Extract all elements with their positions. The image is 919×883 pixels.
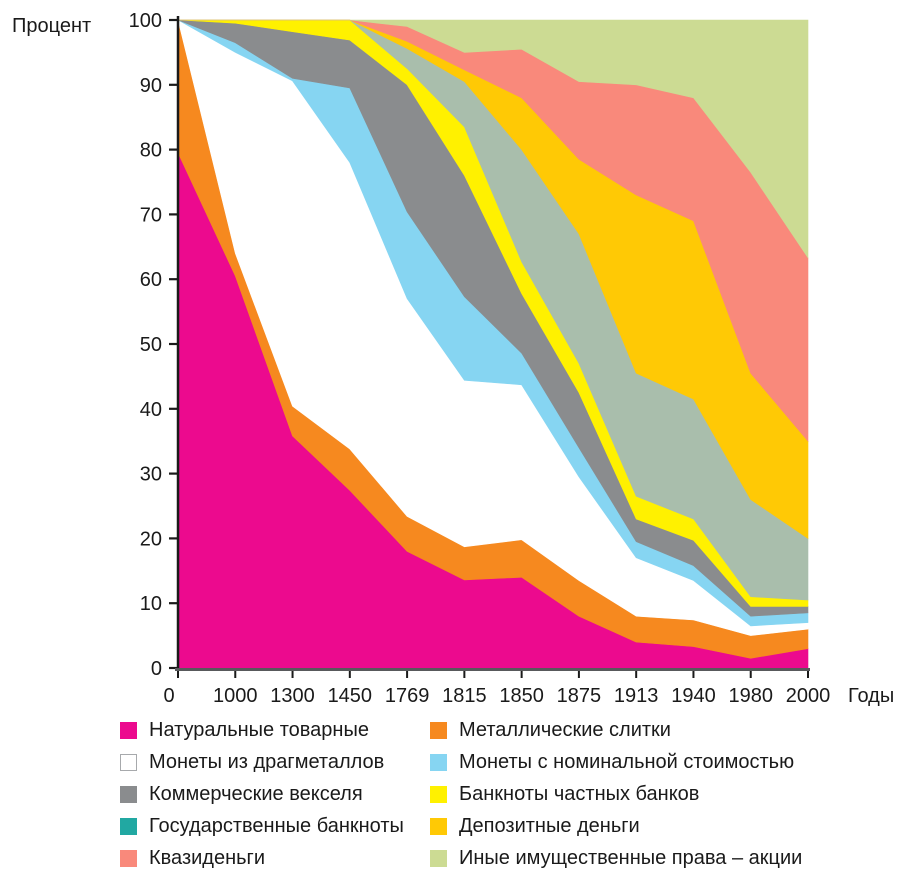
legend-item: Государственные банкноты — [120, 810, 404, 842]
legend-swatch — [430, 849, 447, 867]
x-axis-tick-label: 1300 — [270, 685, 315, 707]
legend-label: Металлические слитки — [459, 718, 671, 741]
legend-column-right: Металлические слитки Монеты с номинальной… — [430, 714, 802, 874]
y-axis-tick-label: 0 — [151, 658, 162, 680]
y-axis-tick-label: 20 — [140, 528, 162, 550]
legend-item: Иные имущественные права – акции — [430, 842, 802, 874]
y-axis-tick-label: 10 — [140, 593, 162, 615]
legend-label: Натуральные товарные — [149, 718, 369, 741]
legend-swatch — [120, 849, 137, 867]
x-axis-tick-label: 1769 — [385, 685, 430, 707]
legend-item: Натуральные товарные — [120, 714, 404, 746]
legend-item: Монеты с номинальной стоимостью — [430, 746, 802, 778]
legend-swatch — [430, 785, 447, 803]
legend-swatch — [430, 721, 447, 739]
legend-label: Монеты из драгметаллов — [149, 750, 385, 773]
legend-swatch — [430, 817, 447, 835]
y-axis-title: Процент — [12, 15, 91, 37]
x-axis-tick-label: 1913 — [614, 685, 659, 707]
legend-label: Коммерческие векселя — [149, 782, 363, 805]
x-axis-tick-label: 1980 — [728, 685, 773, 707]
y-axis-tick-label: 100 — [129, 10, 162, 32]
legend-item: Монеты из драгметаллов — [120, 746, 404, 778]
area-series-10 — [178, 19, 809, 259]
y-axis-tick-label: 80 — [140, 140, 162, 162]
legend-label: Государственные банкноты — [149, 814, 404, 837]
legend-label: Иные имущественные права – акции — [459, 846, 803, 869]
legend-swatch — [430, 753, 447, 771]
legend-item: Металлические слитки — [430, 714, 802, 746]
x-axis-tick-label: 1875 — [557, 685, 602, 707]
y-axis-tick-label: 60 — [140, 269, 162, 291]
legend-label: Банкноты частных банков — [459, 782, 700, 805]
legend-label: Монеты с номинальной стоимостью — [459, 750, 795, 773]
x-axis-tick-label: 1815 — [442, 685, 487, 707]
legend-swatch — [120, 817, 137, 835]
y-axis-tick-label: 30 — [140, 464, 162, 486]
x-axis-tick-label: 1850 — [499, 685, 544, 707]
legend-column-left: Натуральные товарные Монеты из драгметалл… — [120, 714, 404, 874]
x-axis-tick-label: 1450 — [328, 685, 373, 707]
x-axis-tick-label: 1000 — [213, 685, 258, 707]
legend-swatch — [120, 721, 137, 739]
legend-swatch — [120, 785, 137, 803]
legend-swatch — [120, 753, 137, 771]
y-axis-tick-label: 40 — [140, 399, 162, 421]
y-axis-tick-label: 90 — [140, 75, 162, 97]
y-axis-tick-label: 50 — [140, 334, 162, 356]
y-axis-tick-label: 70 — [140, 204, 162, 226]
legend-label: Квазиденьги — [149, 846, 266, 869]
legend-item: Депозитные деньги — [430, 810, 802, 842]
legend-item: Коммерческие векселя — [120, 778, 404, 810]
x-axis-tick-label: 2000 — [786, 685, 831, 707]
legend-item: Квазиденьги — [120, 842, 404, 874]
x-axis-tick-label: 0 — [163, 685, 174, 707]
legend-item: Банкноты частных банков — [430, 778, 802, 810]
x-axis-tick-label: 1940 — [671, 685, 716, 707]
x-axis-title: Годы — [848, 685, 894, 707]
legend-label: Депозитные деньги — [459, 814, 640, 837]
